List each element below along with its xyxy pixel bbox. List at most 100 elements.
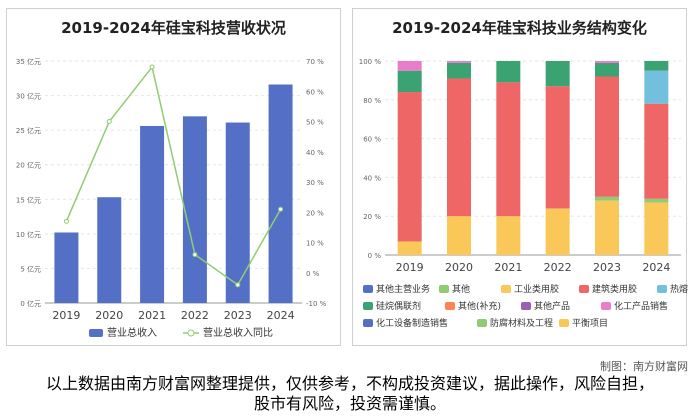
legend-swatch (363, 319, 373, 327)
stacked-bar-segment (447, 62, 471, 79)
legend-swatch (657, 285, 667, 293)
yoy-point (278, 206, 284, 212)
legend-label: 化工产品销售 (614, 300, 668, 312)
y-axis-tick-label: 60 % (363, 136, 381, 144)
stacked-bar-segment (644, 61, 669, 71)
stacked-bar-segment (447, 78, 471, 217)
yoy-point (235, 282, 241, 288)
yoy-line (65, 65, 282, 286)
stacked-bar-segment (545, 86, 570, 209)
revenue-bar (140, 125, 165, 303)
revenue-bar (182, 116, 207, 303)
y-axis-tick-label: 0 % (368, 252, 382, 260)
legend-swatch-yoy-marker (187, 329, 195, 337)
y2-axis-tick-label: 40 % (306, 149, 324, 157)
y-axis-tick-label: 80 % (363, 97, 381, 105)
structure-chart-title: 2019-2024年硅宝科技业务结构变化 (392, 19, 647, 37)
stacked-bar-segment (595, 196, 619, 201)
y-axis-tick-label: 100 % (359, 58, 382, 66)
revenue-bar (54, 232, 79, 303)
structure-chart: 0 % 20 % 40 % 60 % 80 % 100 % 2019 2020 2021 2022… (359, 58, 688, 329)
x-axis-tick-label: 2019 (52, 309, 80, 322)
structure-chart-panel: 2019-2024年硅宝科技业务结构变化 0 % 20 % 40 % 60 % 80 %… (352, 8, 688, 346)
legend-swatch-revenue (89, 329, 103, 337)
stacked-bar-segment (644, 70, 669, 104)
y2-axis-tick-label: 20 % (306, 209, 324, 217)
legend-label: 建筑类用胶 (592, 283, 637, 295)
legend-swatch (363, 302, 373, 310)
x-axis-tick-label: 2022 (181, 309, 209, 322)
stacked-bar-segment (595, 61, 619, 63)
legend-swatch (363, 285, 373, 293)
y2-axis-tick-label: 10 % (306, 240, 324, 248)
legend-swatch (521, 302, 531, 310)
legend-label: 防腐材料及工程 (490, 317, 553, 329)
legend-swatch (579, 285, 589, 293)
legend-label-revenue: 营业总收入 (107, 326, 157, 339)
x-axis-tick-label: 2024 (267, 309, 295, 322)
legend-label: 化工设备制造销售 (376, 317, 448, 329)
legend-swatch (559, 319, 569, 327)
yoy-point (149, 64, 155, 70)
revenue-chart-panel: 2019-2024年硅宝科技营收状况 0 亿元 5 亿元 10 亿元 15 亿元 20 … (6, 8, 341, 346)
y-axis-tick-label: 0 亿元 (20, 299, 41, 308)
yoy-point (106, 119, 112, 124)
y-axis-tick-label: 15 亿元 (16, 195, 41, 204)
legend-label: 平衡项目 (572, 317, 608, 329)
revenue-chart-title: 2019-2024年硅宝科技营收状况 (61, 19, 286, 37)
stacked-bar-segment (496, 82, 521, 217)
stacked-bar-segment (496, 61, 521, 83)
stacked-bar-segment (496, 216, 521, 255)
y-axis-tick-label: 5 亿元 (20, 264, 41, 273)
y-axis-tick-label: 35 亿元 (16, 57, 41, 66)
x-axis-tick-label: 2024 (642, 261, 670, 274)
y-axis-tick-label: 30 亿元 (16, 92, 41, 101)
yoy-point (63, 218, 69, 224)
revenue-chart: 0 亿元 5 亿元 10 亿元 15 亿元 20 亿元 25 亿元 30 亿元 35 亿元 -1… (16, 57, 327, 339)
chart-credit: 制图：南方财富网 (600, 360, 688, 373)
stacked-bar-segment (545, 208, 570, 255)
legend-swatch (477, 319, 487, 327)
legend-swatch (601, 302, 611, 310)
y-axis-tick-label: 20 亿元 (16, 161, 41, 170)
legend-swatch (439, 285, 449, 293)
stacked-bar-segment (397, 61, 422, 71)
revenue-bar (225, 122, 250, 303)
y2-axis-tick-label: 70 % (306, 58, 324, 66)
stacked-bar-segment (644, 198, 669, 203)
stacked-bar-segment (595, 76, 619, 197)
stacked-bar-segment (397, 92, 422, 242)
legend-swatch (445, 302, 455, 310)
legend-label-yoy: 营业总收入同比 (203, 326, 273, 339)
stacked-bar-segment (397, 70, 422, 93)
yoy-point (192, 252, 198, 258)
legend-label: 热熔胶 (670, 283, 688, 295)
legend-label: 其他主营业务 (376, 283, 430, 295)
x-axis-tick-label: 2022 (544, 261, 572, 274)
y2-axis-tick-label: 50 % (306, 119, 324, 127)
stacked-bar-segment (397, 241, 422, 255)
stacked-bar-segment (644, 202, 669, 255)
legend-swatch (501, 285, 511, 293)
y-axis-tick-label: 40 % (363, 174, 381, 182)
x-axis-tick-label: 2023 (224, 309, 252, 322)
stacked-bar-segment (447, 216, 471, 255)
y2-axis-tick-label: 0 % (306, 270, 320, 278)
revenue-bar (97, 197, 122, 303)
stacked-bar-segment (545, 61, 570, 87)
legend-label: 硅烷偶联剂 (376, 300, 421, 312)
y-axis-tick-label: 25 亿元 (16, 126, 41, 135)
x-axis-tick-label: 2021 (494, 261, 522, 274)
stacked-bar-segment (644, 103, 669, 199)
legend-label: 其他(补充) (458, 300, 501, 312)
disclaimer-text: 以上数据由南方财富网整理提供，仅供参考，不构成投资建议，据此操作，风险自担，股市… (45, 374, 654, 413)
x-axis-tick-label: 2019 (396, 261, 424, 274)
legend-label: 其他 (452, 283, 470, 295)
x-axis-tick-label: 2021 (138, 309, 166, 322)
stacked-bar-segment (595, 62, 619, 77)
stacked-bar-segment (447, 61, 471, 63)
legend-label: 工业类用胶 (514, 283, 559, 295)
y-axis-tick-label: 10 亿元 (16, 230, 41, 239)
y2-axis-tick-label: -10 % (306, 300, 327, 308)
legend-label: 其他产品 (534, 300, 570, 312)
